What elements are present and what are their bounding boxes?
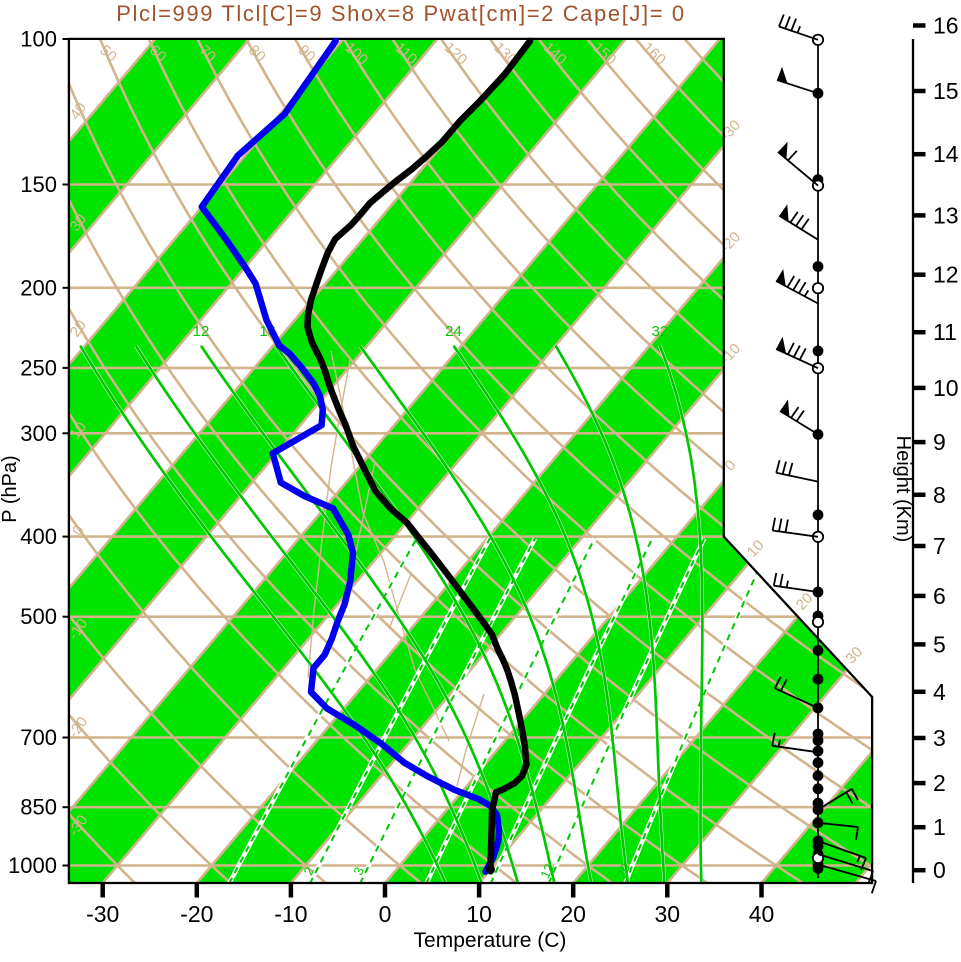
- svg-text:24: 24: [445, 323, 462, 340]
- svg-text:-20: -20: [180, 901, 213, 927]
- svg-text:150: 150: [20, 172, 57, 197]
- svg-text:6: 6: [933, 583, 946, 609]
- svg-text:250: 250: [20, 355, 57, 380]
- svg-text:3: 3: [933, 725, 946, 751]
- svg-text:7: 7: [933, 533, 946, 559]
- svg-text:16: 16: [933, 13, 959, 39]
- svg-text:40: 40: [749, 901, 775, 927]
- svg-text:100: 100: [20, 27, 57, 52]
- svg-text:2: 2: [933, 770, 946, 796]
- svg-text:400: 400: [20, 524, 57, 549]
- svg-text:15: 15: [933, 78, 959, 104]
- svg-text:11: 11: [933, 319, 957, 345]
- svg-text:700: 700: [20, 725, 57, 750]
- svg-text:Height (Km): Height (Km): [892, 436, 914, 543]
- svg-text:4: 4: [933, 679, 946, 705]
- svg-text:-10: -10: [274, 901, 307, 927]
- svg-text:9: 9: [933, 429, 946, 455]
- svg-text:Plcl=999 Tlcl[C]=9 Shox=8 Pwat: Plcl=999 Tlcl[C]=9 Shox=8 Pwat[cm]=2 Cap…: [116, 1, 685, 26]
- svg-text:10: 10: [466, 901, 492, 927]
- svg-text:8: 8: [933, 482, 946, 508]
- svg-text:200: 200: [20, 275, 57, 300]
- svg-text:0: 0: [933, 857, 946, 883]
- svg-text:30: 30: [655, 901, 681, 927]
- svg-text:300: 300: [20, 421, 57, 446]
- svg-text:5: 5: [933, 631, 946, 657]
- svg-text:12: 12: [193, 323, 210, 340]
- svg-text:13: 13: [933, 202, 959, 228]
- svg-text:10: 10: [933, 375, 959, 401]
- svg-text:1000: 1000: [8, 853, 57, 878]
- svg-text:P (hPa): P (hPa): [0, 455, 21, 522]
- svg-text:850: 850: [20, 795, 57, 820]
- svg-text:-30: -30: [86, 901, 119, 927]
- svg-text:500: 500: [20, 604, 57, 629]
- svg-text:20: 20: [560, 901, 586, 927]
- svg-text:Temperature (C): Temperature (C): [414, 929, 567, 952]
- svg-text:12: 12: [933, 262, 959, 288]
- svg-text:32: 32: [651, 323, 668, 340]
- svg-text:1: 1: [933, 814, 946, 840]
- svg-text:14: 14: [933, 141, 959, 167]
- svg-text:0: 0: [379, 901, 392, 927]
